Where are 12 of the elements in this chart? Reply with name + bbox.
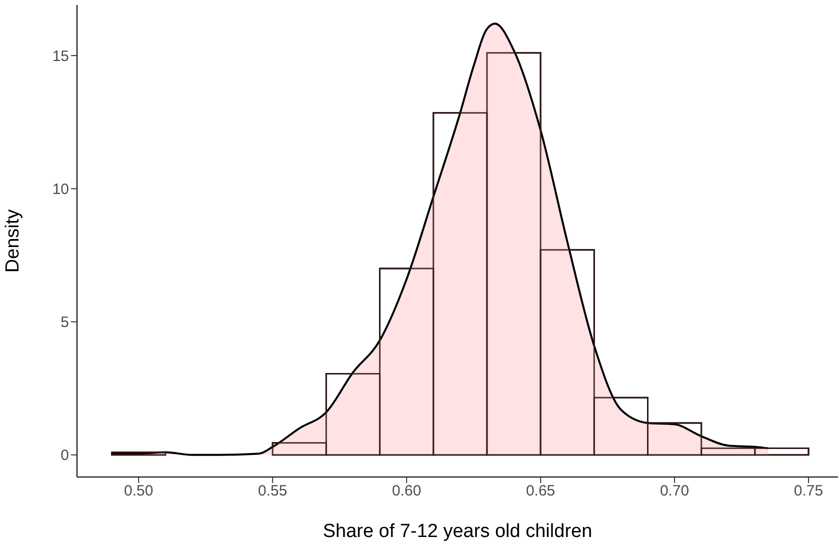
x-tick-label: 0.70 <box>660 482 690 500</box>
y-tick-label: 15 <box>52 48 69 65</box>
x-tick-label: 0.75 <box>794 482 824 500</box>
y-axis-title: Density <box>2 208 24 273</box>
x-tick-label: 0.60 <box>392 482 422 500</box>
y-tick-label: 5 <box>60 314 69 332</box>
x-tick-label: 0.50 <box>124 482 154 500</box>
x-tick-label: 0.55 <box>258 482 288 500</box>
y-tick-label: 0 <box>60 447 69 464</box>
x-axis-title: Share of 7-12 years old children <box>322 521 592 542</box>
x-tick-label: 0.65 <box>526 482 556 500</box>
y-tick-label: 10 <box>52 181 69 198</box>
